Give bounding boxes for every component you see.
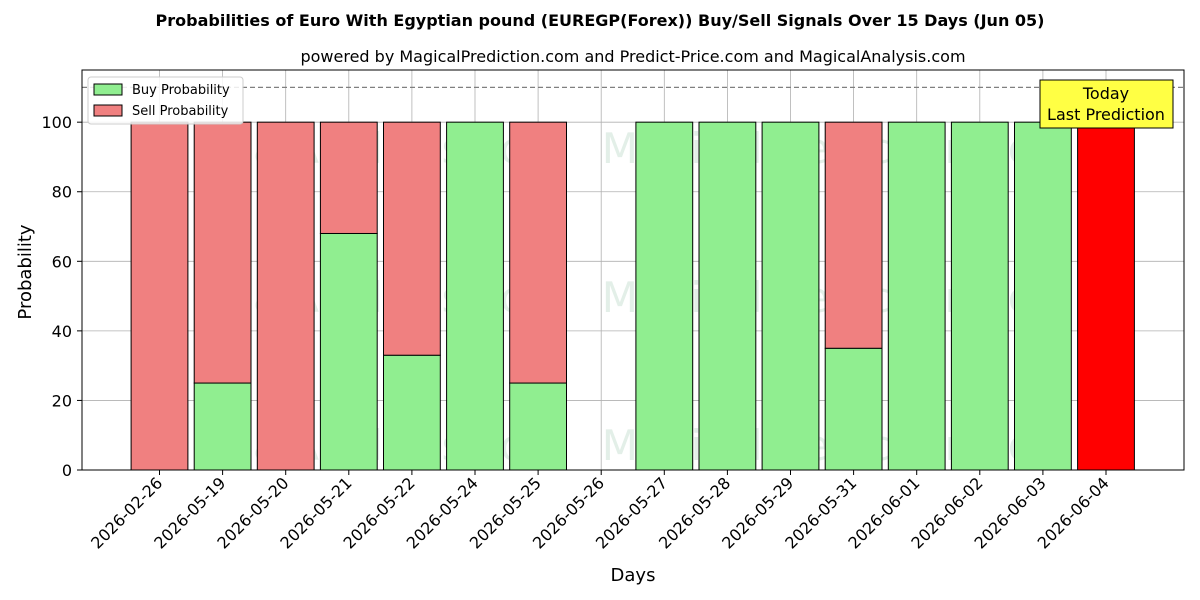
- annotation-text: Today: [1082, 84, 1129, 103]
- x-axis-label: Days: [611, 565, 656, 586]
- annotation-box: [1039, 79, 1174, 129]
- bar-sell-2026-05-31: [824, 121, 883, 349]
- bar-buy-2026-05-31: [824, 347, 883, 471]
- bar-buy-2026-06-02: [950, 121, 1009, 471]
- bar-buy-2026-05-24: [446, 121, 504, 471]
- bar-buy-2026-05-22: [383, 354, 441, 471]
- y-tick-label: 80: [52, 183, 72, 202]
- legend-label: Sell Probability: [132, 104, 229, 119]
- bar-sell-2026-05-25: [509, 121, 568, 384]
- legend-swatch: [93, 83, 123, 96]
- bar-sell-2026-05-21: [319, 121, 378, 234]
- y-tick-label: 60: [52, 252, 72, 271]
- bar-buy-2026-05-29: [761, 121, 820, 471]
- y-axis-label: Probability: [15, 224, 36, 319]
- bar-sell-2026-06-04: [1077, 121, 1135, 471]
- legend: [87, 76, 244, 125]
- bar-sell-2026-05-22: [383, 121, 441, 356]
- chart-subtitle: powered by MagicalPrediction.com and Pre…: [300, 47, 965, 66]
- bar-sell-2026-05-20: [256, 121, 315, 471]
- annotation-text: Last Prediction: [1047, 105, 1165, 124]
- y-tick-label: 20: [52, 391, 72, 410]
- bar-sell-2026-05-19: [193, 121, 252, 384]
- chart-title: Probabilities of Euro With Egyptian poun…: [156, 11, 1045, 30]
- plot-area: MagicalAnalysis.comMagicalPrediction.com…: [41, 69, 1185, 553]
- y-tick-label: 100: [41, 113, 72, 132]
- bar-sell-2026-02-26: [130, 121, 189, 471]
- bar-buy-2026-06-03: [1014, 121, 1072, 471]
- bar-buy-2026-05-28: [698, 121, 757, 471]
- bar-buy-2026-06-01: [887, 121, 946, 471]
- legend-swatch: [93, 104, 123, 117]
- y-tick-label: 0: [62, 461, 72, 480]
- bar-buy-2026-05-21: [319, 232, 378, 471]
- bar-buy-2026-05-25: [509, 382, 568, 471]
- bar-buy-2026-05-19: [193, 382, 252, 471]
- axes-frame: [81, 69, 1185, 471]
- y-tick-label: 40: [52, 322, 72, 341]
- legend-label: Buy Probability: [132, 83, 230, 98]
- bar-buy-2026-05-27: [635, 121, 694, 471]
